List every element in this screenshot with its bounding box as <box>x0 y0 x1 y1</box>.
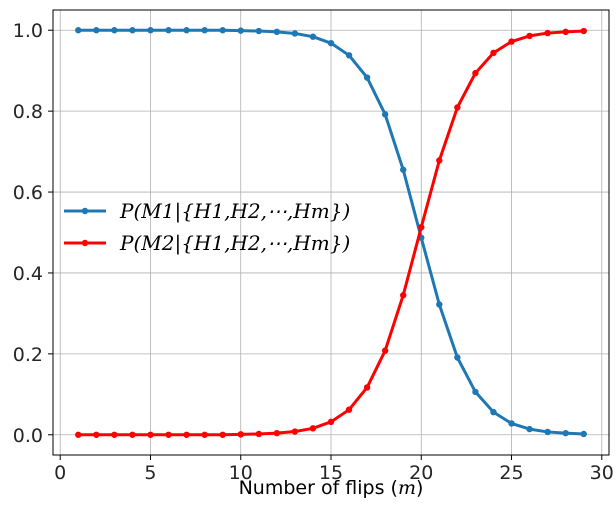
data-point <box>508 38 515 45</box>
data-point <box>273 429 281 437</box>
series-2 <box>75 27 587 438</box>
legend-swatch-marker <box>81 207 89 215</box>
data-point <box>165 431 172 438</box>
legend-label: P(M1|{H1,H2,⋯,Hm}) <box>119 199 350 224</box>
data-point <box>165 27 172 34</box>
data-point <box>526 425 533 433</box>
data-point <box>183 27 190 34</box>
data-point <box>400 166 407 173</box>
data-point <box>237 431 244 438</box>
data-point <box>327 418 335 426</box>
series-layer <box>75 27 587 438</box>
data-point <box>544 428 551 436</box>
data-point <box>237 27 244 34</box>
data-point <box>129 27 136 34</box>
data-point <box>436 301 443 308</box>
data-point <box>472 69 479 77</box>
y-tick-label: 1.0 <box>13 20 43 42</box>
data-point <box>580 27 587 35</box>
data-point <box>562 429 569 437</box>
data-point <box>381 347 389 354</box>
data-point <box>201 431 208 438</box>
data-point <box>219 431 226 438</box>
y-tick-label: 0.4 <box>13 263 43 285</box>
data-point <box>129 431 136 438</box>
x-tick-label: 5 <box>144 462 156 484</box>
data-point <box>454 104 461 111</box>
data-point <box>147 27 154 34</box>
data-point <box>454 354 461 361</box>
data-point <box>327 39 335 47</box>
legend-item: P(M1|{H1,H2,⋯,Hm}) <box>64 199 350 224</box>
y-tick-label: 0.6 <box>13 182 43 204</box>
data-point <box>291 428 299 435</box>
data-point <box>147 431 154 438</box>
legend-item: P(M2|{H1,H2,⋯,Hm}) <box>64 231 350 256</box>
data-point <box>201 27 208 34</box>
data-point <box>345 406 353 413</box>
x-tick-label: 30 <box>590 462 614 484</box>
data-point <box>93 27 100 34</box>
x-tick-label: 15 <box>319 462 343 484</box>
y-tick-label: 0.0 <box>13 425 43 447</box>
data-point <box>400 292 407 299</box>
x-tick-label: 25 <box>499 462 523 484</box>
data-point <box>111 27 118 34</box>
data-point <box>418 224 425 231</box>
x-tick-label: 10 <box>229 462 253 484</box>
data-point <box>580 430 587 438</box>
data-point <box>490 408 497 416</box>
data-point <box>75 431 82 438</box>
x-tick-label: 20 <box>409 462 433 484</box>
legend-swatch-marker <box>81 239 89 247</box>
data-point <box>75 27 82 34</box>
data-point <box>255 27 262 35</box>
series-1 <box>75 27 587 438</box>
data-point <box>183 431 190 438</box>
data-point <box>363 74 371 81</box>
data-point <box>436 157 443 164</box>
y-tick-label: 0.8 <box>13 101 43 123</box>
data-point <box>490 49 497 57</box>
data-point <box>273 28 281 36</box>
data-point <box>526 32 533 40</box>
y-tick-label: 0.2 <box>13 344 43 366</box>
x-tick-label: 0 <box>54 462 66 484</box>
data-point <box>345 52 353 59</box>
data-point <box>562 28 569 36</box>
data-point <box>544 29 551 37</box>
x-axis-label: Number of flips (m) <box>239 477 424 499</box>
axis-ticks: 0 5 10 15 20 25 30 0.0 0.2 0.4 0.6 0.8 1.0 <box>13 20 614 484</box>
data-point <box>111 431 118 438</box>
data-point <box>309 425 317 432</box>
data-point <box>363 384 371 391</box>
data-point <box>508 420 515 427</box>
data-point <box>381 111 389 118</box>
data-point <box>472 388 479 396</box>
data-point <box>291 30 299 37</box>
data-point <box>219 27 226 34</box>
data-point <box>255 430 262 438</box>
data-point <box>309 33 317 40</box>
legend-label: P(M2|{H1,H2,⋯,Hm}) <box>119 231 350 256</box>
data-point <box>93 431 100 438</box>
legend: P(M1|{H1,H2,⋯,Hm}) P(M2|{H1,H2,⋯,Hm}) <box>64 199 350 256</box>
